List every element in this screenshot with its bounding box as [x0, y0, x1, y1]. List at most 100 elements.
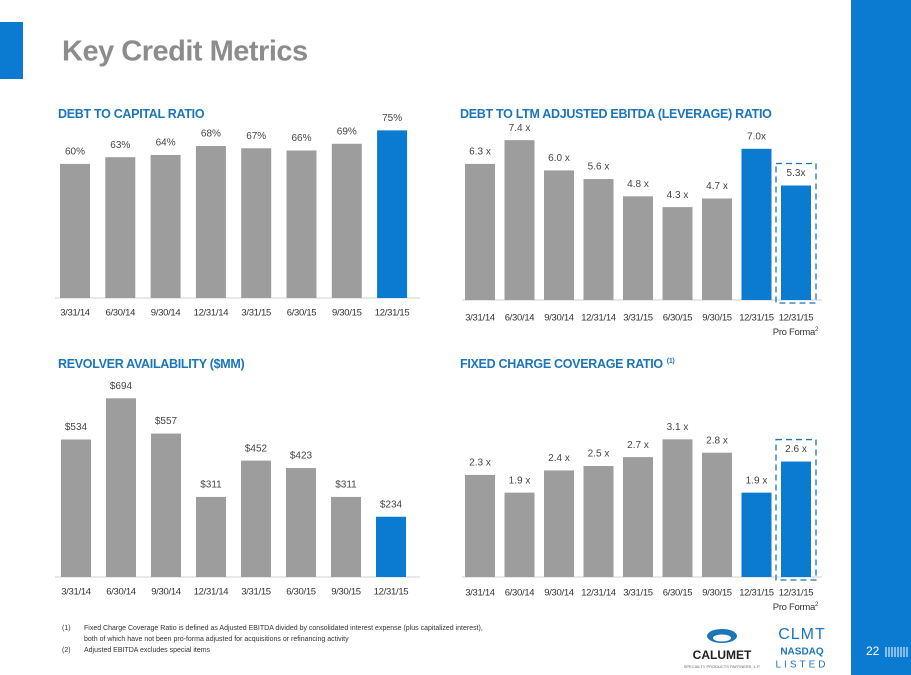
- annotation-note: 2: [815, 327, 819, 333]
- bar: [377, 130, 408, 298]
- bar: [241, 148, 272, 298]
- side-strip: [851, 0, 911, 675]
- value-label: $452: [245, 443, 268, 454]
- x-tick-label: 6/30/14: [106, 587, 136, 598]
- x-tick-label: 6/30/14: [105, 308, 135, 319]
- chart-title: REVOLVER AVAILABILITY ($MM): [58, 357, 244, 371]
- x-tick-label: 9/30/14: [544, 313, 574, 324]
- value-label: 2.8 x: [706, 435, 728, 446]
- annotation-text: Pro Forma: [773, 602, 816, 613]
- x-tick-label: 6/30/14: [505, 313, 535, 324]
- bar: [741, 492, 772, 577]
- value-label: 3.1 x: [667, 422, 689, 433]
- value-label: 2.4 x: [548, 453, 570, 464]
- footnote-text: Adjusted EBITDA excludes special items: [84, 647, 211, 654]
- value-label: 4.8 x: [627, 179, 649, 190]
- value-label: $694: [110, 381, 133, 392]
- x-tick-label: 6/30/15: [663, 588, 693, 599]
- value-label: $534: [65, 422, 88, 433]
- annotation: Pro Forma2: [773, 602, 819, 613]
- chart-title-text: DEBT TO CAPITAL RATIO: [58, 107, 205, 121]
- x-tick-label: 9/30/15: [332, 308, 362, 319]
- x-tick-label: 9/30/15: [702, 313, 732, 324]
- bar: [662, 207, 693, 300]
- chart-title: DEBT TO CAPITAL RATIO: [58, 107, 205, 121]
- value-label: 1.9 x: [509, 475, 531, 486]
- value-label: 2.5 x: [588, 449, 610, 460]
- chart: DEBT TO LTM ADJUSTED EBITDA (LEVERAGE) R…: [460, 107, 822, 338]
- value-label: 68%: [201, 129, 221, 140]
- value-label: $234: [380, 499, 403, 510]
- x-tick-label: 3/31/14: [60, 308, 90, 319]
- value-label: 7.4 x: [509, 123, 531, 134]
- value-label: $557: [155, 416, 178, 427]
- bar: [702, 452, 732, 577]
- footnote-text: Fixed Charge Coverage Ratio is defined a…: [84, 625, 483, 632]
- bar: [376, 516, 406, 577]
- exchange: NASDAQ: [780, 647, 824, 658]
- value-label: 63%: [110, 140, 130, 151]
- listed: LISTED: [775, 660, 828, 671]
- value-label: 5.3x: [787, 168, 806, 179]
- value-label: 6.3 x: [469, 147, 491, 158]
- bar: [331, 143, 362, 298]
- chart-title-note: (1): [667, 358, 675, 365]
- chart: DEBT TO CAPITAL RATIO 60% 3/31/14 63% 6/30/1…: [55, 107, 420, 319]
- x-tick-label: 12/31/14: [194, 308, 229, 319]
- pro-forma-box: [775, 438, 817, 581]
- x-tick-label: 3/31/15: [241, 587, 271, 598]
- bar: [662, 439, 693, 577]
- x-tick-label: 12/31/14: [581, 588, 616, 599]
- x-tick-label: 12/31/14: [581, 313, 616, 324]
- value-label: 7.0x: [747, 131, 766, 142]
- x-tick-label: 12/31/15: [739, 588, 774, 599]
- bar: [781, 461, 811, 577]
- decoration-lines: [885, 647, 908, 657]
- bar: [195, 146, 226, 298]
- bar: [331, 496, 361, 577]
- chart-title-text: DEBT TO LTM ADJUSTED EBITDA (LEVERAGE) R…: [460, 107, 772, 121]
- x-tick-label: 3/31/14: [61, 587, 91, 598]
- x-tick-label: 3/31/15: [623, 588, 653, 599]
- value-label: 69%: [337, 126, 357, 137]
- footnote-text: both of which have not been pro-forma ad…: [84, 636, 349, 643]
- bar: [623, 457, 653, 577]
- bar: [544, 470, 574, 577]
- bar: [741, 148, 772, 300]
- bar: [702, 198, 732, 300]
- x-tick-label: 12/31/15: [375, 308, 410, 319]
- bar: [150, 154, 181, 298]
- value-label: 2.7 x: [627, 440, 649, 451]
- calumet-logo: CALUMET SPECIALTY PRODUCTS PARTNERS, L.P…: [684, 629, 760, 669]
- value-label: $311: [200, 480, 222, 491]
- bar: [151, 433, 181, 577]
- value-label: 4.3 x: [667, 190, 689, 201]
- x-tick-label: 9/30/14: [544, 588, 574, 599]
- bar: [106, 398, 136, 577]
- value-label: 5.6 x: [588, 162, 610, 173]
- x-tick-label: 12/31/14: [194, 587, 229, 598]
- x-tick-label: 12/31/15: [779, 588, 814, 599]
- x-tick-label: 9/30/15: [702, 588, 732, 599]
- annotation: Pro Forma2: [773, 327, 819, 338]
- x-tick-label: 3/31/15: [241, 308, 271, 319]
- value-label: 64%: [156, 138, 176, 149]
- x-tick-label: 3/31/14: [465, 313, 495, 324]
- bar: [583, 179, 614, 300]
- slide-title: Key Credit Metrics: [62, 36, 308, 68]
- x-tick-label: 6/30/15: [663, 313, 693, 324]
- value-label: 2.3 x: [469, 458, 491, 469]
- x-tick-label: 9/30/15: [331, 587, 361, 598]
- value-label: 60%: [65, 147, 85, 158]
- accent-block: [0, 22, 23, 79]
- bar: [105, 157, 136, 298]
- bar: [504, 140, 535, 300]
- x-tick-label: 9/30/14: [151, 308, 181, 319]
- ticker: CLMT: [778, 626, 826, 643]
- bar: [61, 439, 91, 577]
- bar: [583, 466, 614, 577]
- value-label: 6.0 x: [548, 153, 570, 164]
- chart: REVOLVER AVAILABILITY ($MM) $534 3/31/14 $6…: [55, 357, 420, 598]
- bar: [286, 150, 317, 298]
